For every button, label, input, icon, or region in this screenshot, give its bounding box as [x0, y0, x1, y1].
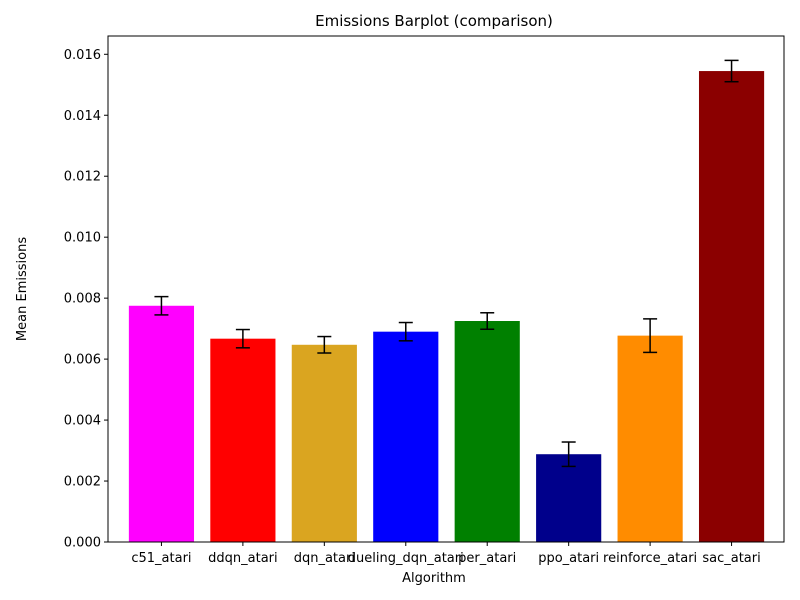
bar-c51_atari	[128, 305, 195, 542]
x-tick-label-c51_atari: c51_atari	[131, 551, 191, 566]
y-tick-label: 0.014	[64, 109, 101, 124]
y-tick-label: 0.016	[64, 48, 101, 63]
x-tick-label-sac_atari: sac_atari	[702, 551, 760, 566]
bar-dueling_dqn_atari	[373, 331, 439, 542]
y-axis-title: Mean Emissions	[15, 237, 30, 341]
x-axis: c51_atari ddqn_atari dqn_ataridueling_dqn_…	[131, 542, 761, 566]
x-axis-title: Algorithm	[402, 571, 466, 586]
y-tick-label: 0.012	[64, 170, 101, 185]
x-tick-label-ddqn_atari: ddqn_atari	[208, 551, 277, 566]
x-tick-label-per_atari: per_atari	[458, 551, 516, 566]
x-tick-label-ppo_atari: ppo_atari	[538, 551, 599, 566]
chart-title: Emissions Barplot (comparison)	[315, 12, 553, 30]
y-tick-label: 0.002	[64, 475, 101, 490]
y-tick-label: 0.008	[64, 292, 101, 307]
y-axis: 0.000 0.002 0.004 0.006 0.008 0.010 0.012 0.014…	[64, 48, 108, 551]
x-tick-label-dueling_dqn_atari: dueling_dqn_atari	[348, 551, 464, 566]
y-tick-label: 0.006	[64, 353, 101, 368]
y-tick-label: 0.004	[64, 414, 101, 429]
y-tick-label: 0.000	[64, 536, 101, 551]
bar-sac_atari	[698, 71, 765, 543]
plot-frame	[107, 35, 785, 543]
errorbars-group	[154, 59, 739, 468]
bar-ddqn_atari	[210, 338, 276, 542]
x-tick-label-reinforce_atari: reinforce_atari	[603, 551, 697, 566]
bar-dqn_atari	[291, 344, 357, 542]
bars-group	[128, 71, 765, 543]
bar-ppo_atari	[536, 454, 602, 542]
bar-per_atari	[454, 321, 520, 542]
y-tick-label: 0.010	[64, 231, 101, 246]
x-tick-label-dqn_atari: dqn_atari	[294, 551, 355, 566]
bar-reinforce_atari	[617, 335, 683, 542]
